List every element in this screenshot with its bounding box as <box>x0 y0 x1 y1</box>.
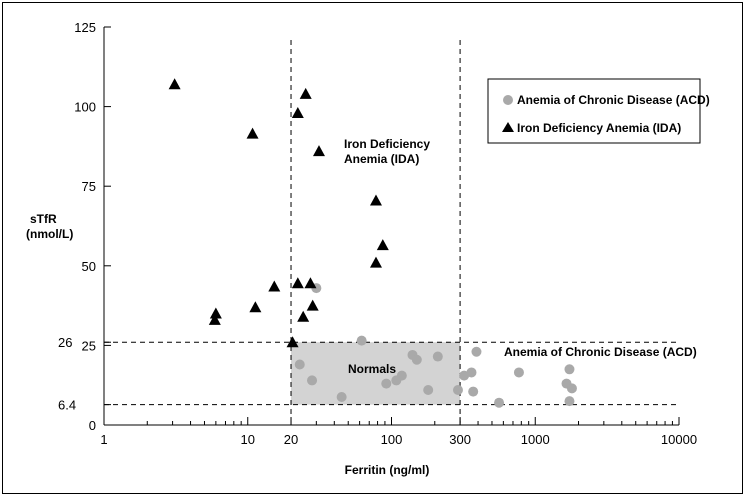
acd-data-point <box>564 364 575 375</box>
acd-data-point <box>494 397 505 408</box>
legend-triangle-icon <box>502 122 514 132</box>
x-axis-ticks: 1 10 20 100 300 1000 10000 <box>100 417 697 447</box>
ida-data-point <box>376 239 389 251</box>
acd-data-point <box>307 375 318 386</box>
acd-data-point <box>432 351 443 362</box>
x-tick-label: 10 <box>241 432 255 447</box>
ida-data-point <box>369 256 382 268</box>
acd-data-point <box>356 335 367 346</box>
acd-data-point <box>466 367 477 378</box>
annotation-normals: Normals <box>348 362 396 376</box>
y-tick-label: 75 <box>82 179 96 194</box>
acd-data-point <box>423 384 434 395</box>
x-axis-label: Ferritin (ng/ml) <box>345 463 430 477</box>
y-tick-label: 100 <box>74 100 96 115</box>
series-ida-points <box>168 78 389 348</box>
ida-data-point <box>249 301 262 313</box>
acd-data-point <box>336 391 347 402</box>
y-axis-label-line1: sTfR <box>30 212 57 226</box>
acd-data-point <box>513 367 524 378</box>
acd-data-point <box>452 384 463 395</box>
x-tick-label: 1 <box>100 432 107 447</box>
y-tick-label: 25 <box>82 338 96 353</box>
annotation-ida-line2: Anemia (IDA) <box>344 152 419 166</box>
acd-data-point <box>381 378 392 389</box>
ida-data-point <box>291 106 304 118</box>
y-tick-label: 26 <box>58 335 72 350</box>
ida-data-point <box>306 299 319 311</box>
outer-border <box>2 2 743 494</box>
ida-data-point <box>304 277 317 289</box>
annotation-acd: Anemia of Chronic Disease (ACD) <box>504 345 697 359</box>
ida-data-point <box>168 78 181 90</box>
x-tick-label: 1000 <box>521 432 550 447</box>
y-axis-label-line2: (nmol/L) <box>26 227 73 241</box>
acd-data-point <box>468 386 479 397</box>
y-tick-label: 50 <box>82 259 96 274</box>
legend: Anemia of Chronic Disease (ACD) Iron Def… <box>487 78 710 144</box>
x-tick-label: 10000 <box>661 432 697 447</box>
acd-data-point <box>564 396 575 407</box>
acd-data-point <box>411 354 422 365</box>
ida-data-point <box>291 277 304 289</box>
legend-entry-ida: Iron Deficiency Anemia (IDA) <box>517 121 681 135</box>
annotation-ida-line1: Iron Deficiency <box>344 137 430 151</box>
ida-data-point <box>268 280 281 292</box>
acd-data-point <box>396 370 407 381</box>
acd-data-point <box>471 346 482 357</box>
x-tick-label: 300 <box>449 432 471 447</box>
ida-data-point <box>299 87 312 99</box>
ida-data-point <box>209 307 222 319</box>
ida-data-point <box>246 127 259 139</box>
ida-data-point <box>297 310 310 322</box>
acd-data-point <box>294 359 305 370</box>
legend-entry-acd: Anemia of Chronic Disease (ACD) <box>517 93 710 107</box>
ida-data-point <box>208 313 221 325</box>
ida-data-point <box>369 194 382 206</box>
acd-data-point <box>566 383 577 394</box>
y-tick-label: 125 <box>74 20 96 35</box>
ida-data-point <box>312 145 325 157</box>
y-axis-ticks: 0 6.4 25 26 50 75 100 125 <box>58 20 111 433</box>
normals-region <box>291 342 461 405</box>
x-tick-label: 100 <box>381 432 403 447</box>
y-tick-label: 0 <box>89 418 96 433</box>
reference-lines <box>104 40 679 425</box>
ida-data-point <box>286 336 299 348</box>
series-acd-points <box>294 283 577 408</box>
legend-circle-icon <box>503 95 513 105</box>
y-tick-label: 6.4 <box>58 398 76 413</box>
x-tick-label: 20 <box>284 432 298 447</box>
legend-box <box>487 78 701 144</box>
